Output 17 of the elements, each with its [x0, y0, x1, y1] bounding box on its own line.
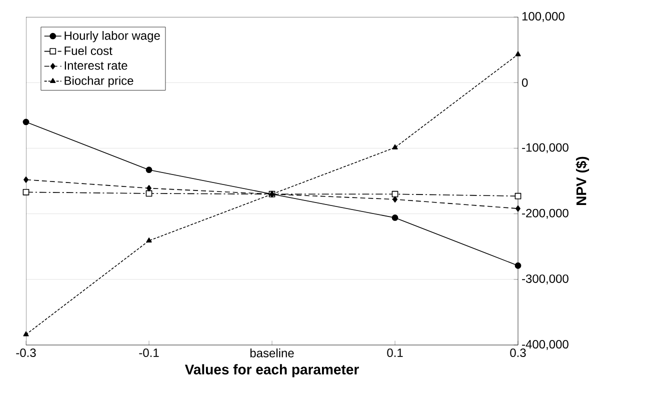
x-tick-label: 0.1 [387, 348, 403, 358]
x-tick-label: -0.3 [16, 348, 36, 358]
y-tick-label: -400,000 [522, 340, 568, 350]
x-tick-label: baseline [250, 348, 294, 358]
legend-label: Fuel cost [64, 46, 112, 56]
y-tick-label: -200,000 [522, 208, 568, 219]
legend-label: Biochar price [64, 76, 134, 88]
y-tick-label: 100,000 [522, 12, 564, 22]
y-axis-title: NPV ($) [576, 156, 590, 205]
y-tick-label: -300,000 [522, 274, 568, 284]
legend-label: Interest rate [64, 61, 128, 70]
x-axis-title: Values for each parameter [184, 364, 359, 378]
x-tick-label: -0.1 [139, 348, 159, 358]
legend-label: Hourly labor wage [64, 31, 160, 42]
y-tick-label: -100,000 [522, 143, 568, 154]
y-tick-label: 0 [522, 78, 528, 87]
x-tick-label: 0.3 [510, 348, 526, 358]
